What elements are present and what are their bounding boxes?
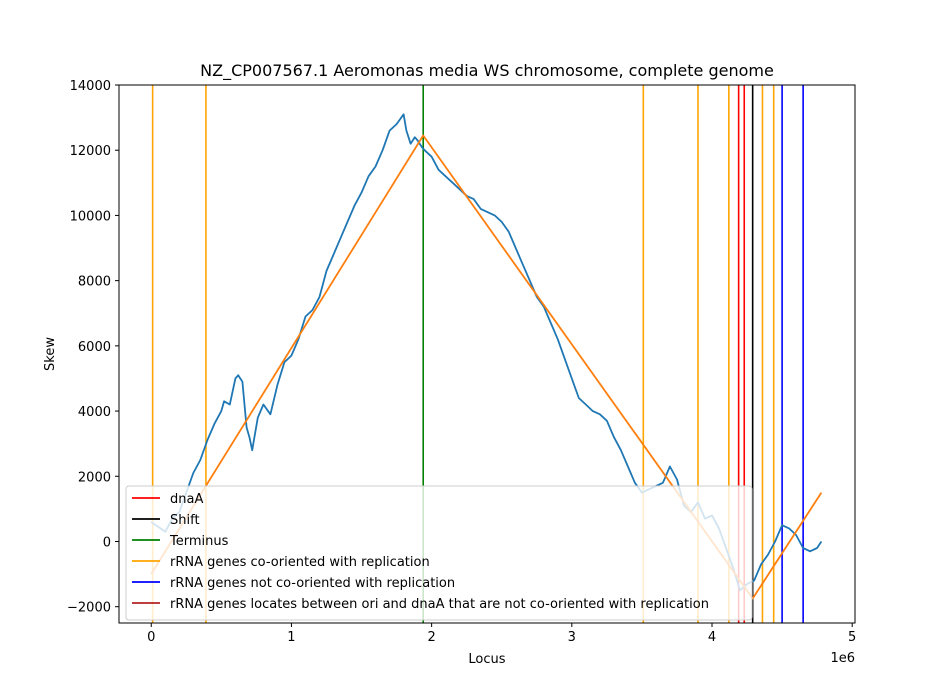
plot-frame <box>118 84 856 624</box>
x-tick-label: 0 <box>147 630 155 645</box>
y-tick-label: −2000 <box>67 601 111 616</box>
x-axis-offset-label: 1e6 <box>830 651 855 666</box>
legend: dnaA Shift Terminus rRNA genes co-oriented … <box>125 485 753 621</box>
legend-label: dnaA <box>170 492 203 507</box>
chart-title: NZ_CP007567.1 Aeromonas media WS chromos… <box>200 61 774 81</box>
x-tick-label: 5 <box>848 630 856 645</box>
x-tick-label: 2 <box>427 630 435 645</box>
y-tick-label: 6000 <box>78 340 111 355</box>
y-tick-label: 0 <box>103 535 111 550</box>
y-tick-label: 4000 <box>78 405 111 420</box>
x-axis: 0 1 2 3 4 5 <box>147 623 856 645</box>
fit-series-line <box>150 134 823 600</box>
y-tick-label: 8000 <box>78 275 111 290</box>
legend-label: Terminus <box>169 534 229 549</box>
y-tick-label: 2000 <box>78 470 111 485</box>
legend-label: Shift <box>170 513 200 528</box>
x-tick-label: 4 <box>708 630 716 645</box>
y-tick-label: 14000 <box>70 79 111 94</box>
y-axis-label: Skew <box>43 337 58 371</box>
y-tick-label: 12000 <box>70 144 111 159</box>
plot-area <box>150 85 823 623</box>
x-tick-label: 3 <box>568 630 576 645</box>
legend-label: rRNA genes not co-oriented with replicat… <box>170 576 455 591</box>
legend-box <box>125 485 753 621</box>
y-tick-label: 10000 <box>70 209 111 224</box>
x-axis-label: Locus <box>468 652 505 667</box>
legend-label: rRNA genes co-oriented with replication <box>170 555 430 570</box>
x-tick-label: 1 <box>287 630 295 645</box>
y-axis: −2000 0 2000 4000 6000 8000 10000 12000 14000 <box>67 79 119 616</box>
legend-label: rRNA genes locates between ori and dnaA … <box>170 597 709 612</box>
